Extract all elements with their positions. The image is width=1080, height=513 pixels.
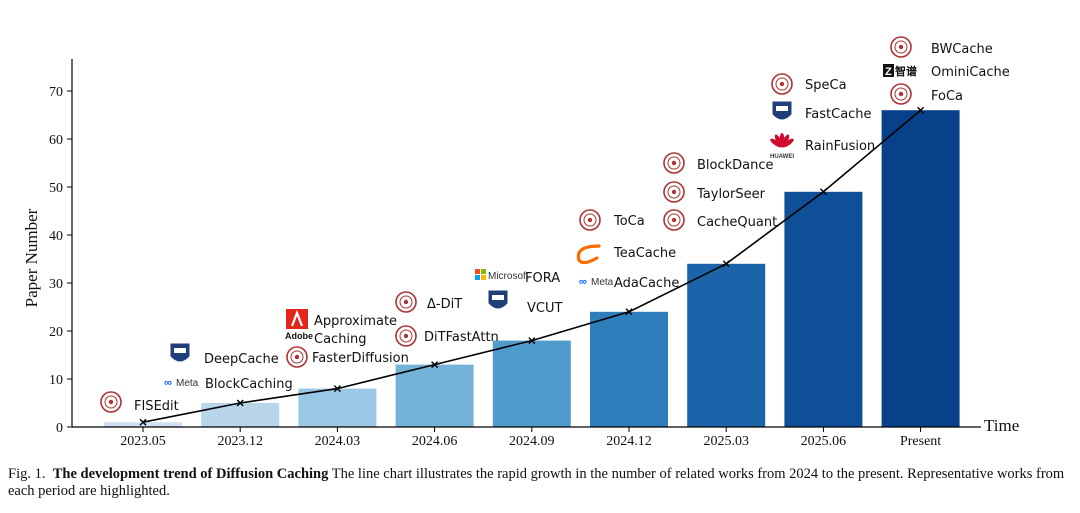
svg-text:Meta: Meta (591, 277, 614, 288)
university-seal-logo-icon (890, 36, 912, 58)
x-tick-label: 2024.03 (315, 434, 361, 449)
y-tick-label: 70 (49, 85, 63, 100)
work-label: Approximate (314, 314, 397, 329)
work-label: BlockCaching (205, 377, 293, 392)
work-label: OminiCache (931, 65, 1010, 80)
work-label: DeepCache (204, 352, 279, 367)
y-axis-label: Paper Number (22, 208, 41, 307)
x-tick-label: 2023.12 (217, 434, 263, 449)
work-label: Caching (314, 332, 367, 347)
x-tick-label: 2024.06 (412, 434, 458, 449)
caption-title: The development trend of Diffusion Cachi… (52, 466, 329, 482)
university-seal-logo-icon (663, 181, 685, 203)
university-seal-logo-icon (286, 346, 308, 368)
crest-logo-icon (170, 343, 190, 362)
work-label: ToCa (613, 214, 645, 229)
bar-Present (881, 110, 960, 427)
y-tick-label: 10 (49, 373, 63, 388)
svg-text:Meta: Meta (176, 378, 199, 389)
work-label: TeaCache (613, 246, 676, 261)
svg-text:∞: ∞ (164, 377, 172, 389)
y-tick-label: 40 (49, 229, 63, 244)
x-tick-label: 2024.12 (606, 434, 652, 449)
y-tick-label: 20 (49, 325, 63, 340)
svg-text:Microsoft: Microsoft (488, 271, 529, 282)
work-label: VCUT (527, 301, 562, 316)
adobe-logo-icon: Adobe (285, 309, 313, 341)
trend-line (139, 106, 925, 426)
bar-2025.03 (687, 263, 766, 427)
svg-text:HUAWEI: HUAWEI (770, 154, 794, 160)
work-label: CacheQuant (697, 215, 777, 230)
x-tick-label: 2025.06 (801, 434, 847, 449)
university-seal-logo-icon (890, 83, 912, 105)
work-label: FastCache (805, 107, 872, 122)
x-tick-label: 2025.03 (703, 434, 749, 449)
work-label: FasterDiffusion (312, 351, 409, 366)
figure-caption: Fig. 1. The development trend of Diffusi… (8, 466, 1072, 500)
caption-body: The line chart illustrates the rapid gro… (8, 466, 1065, 499)
bar-2024.12 (590, 311, 668, 427)
y-tick-label: 30 (49, 277, 63, 292)
crest-logo-icon (488, 290, 508, 309)
work-label: FoCa (931, 89, 963, 104)
zhipu-logo-icon: Z 智谱 (883, 64, 917, 78)
meta-logo-icon: ∞ Meta (579, 276, 614, 288)
svg-text:∞: ∞ (579, 276, 587, 288)
university-seal-logo-icon (579, 209, 601, 231)
microsoft-logo-icon: Microsoft (475, 269, 529, 282)
svg-text:Z: Z (885, 66, 892, 78)
svg-text:智谱: 智谱 (895, 64, 917, 78)
y-tick-label: 0 (56, 421, 63, 436)
bar-2024.06 (395, 364, 474, 427)
work-label: AdaCache (614, 276, 679, 291)
x-axis-label: Time (984, 416, 1019, 435)
bar-2024.03 (298, 388, 377, 427)
bar-2023.12 (201, 403, 280, 427)
university-seal-logo-icon (663, 152, 685, 174)
university-seal-logo-icon (771, 73, 793, 95)
university-seal-logo-icon (100, 391, 122, 413)
x-tick-label: Present (900, 434, 941, 449)
university-seal-logo-icon (395, 325, 417, 347)
work-label: SpeCa (805, 78, 847, 93)
work-label: TaylorSeer (696, 187, 766, 202)
bar-2025.06 (784, 191, 863, 427)
y-tick-label: 60 (49, 133, 63, 148)
bar-2023.05 (104, 422, 182, 427)
crest-logo-icon (772, 101, 792, 120)
y-tick-label: 50 (49, 181, 63, 196)
alibaba-logo-icon (576, 244, 601, 265)
development-trend-chart: 0 10 20 30 40 50 60 70 2023.05 2023.12 2024.03 2024… (22, 36, 1019, 449)
bar-2024.09 (492, 340, 571, 427)
work-label: FISEdit (134, 399, 179, 414)
x-tick-label: 2023.05 (120, 434, 166, 449)
work-label: DiTFastAttn (424, 330, 499, 345)
work-label: Δ-DiT (427, 297, 462, 312)
meta-logo-icon: ∞ Meta (164, 377, 199, 389)
work-label: FORA (525, 271, 560, 286)
university-seal-logo-icon (395, 291, 417, 313)
caption-prefix: Fig. 1. (8, 466, 46, 482)
university-seal-logo-icon (663, 209, 685, 231)
huawei-logo-icon: HUAWEI (770, 133, 794, 160)
x-tick-label: 2024.09 (509, 434, 555, 449)
svg-text:Adobe: Adobe (285, 331, 313, 341)
work-label: BlockDance (697, 158, 774, 173)
work-label: BWCache (931, 42, 993, 57)
work-label: RainFusion (805, 139, 875, 154)
